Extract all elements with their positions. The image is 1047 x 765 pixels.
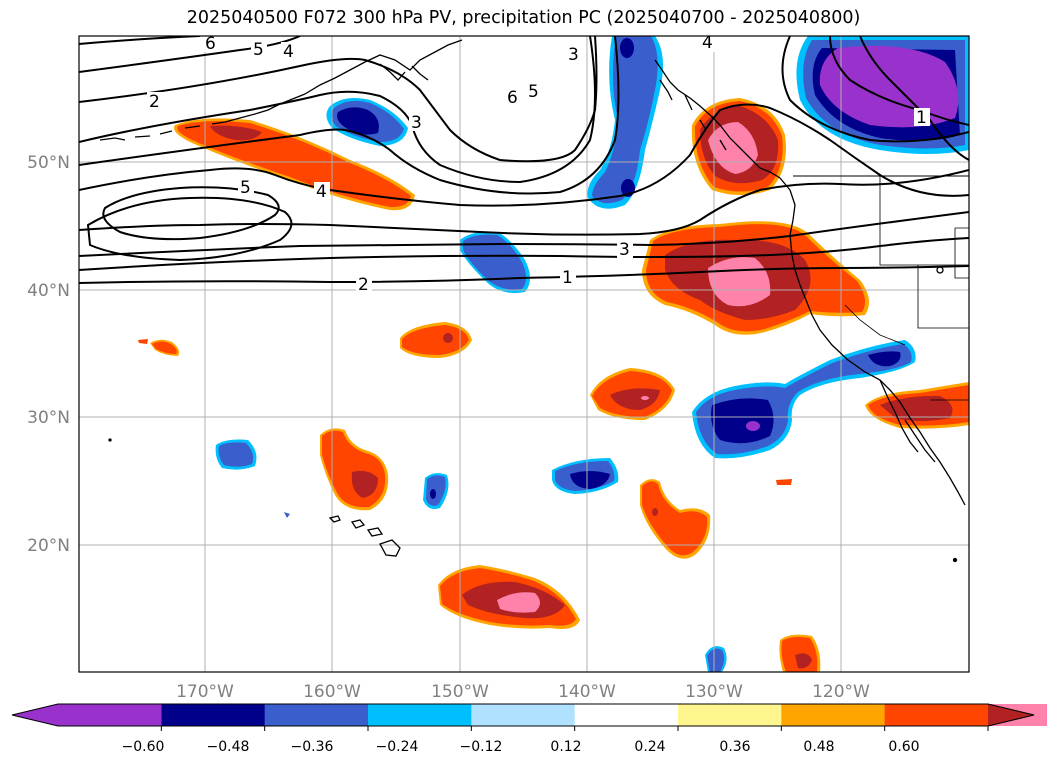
contour-label: 6 (507, 88, 518, 108)
positive-anomaly-tiny (776, 479, 792, 485)
negative-anomaly-subtropical-east (692, 340, 916, 459)
contour-label: 3 (411, 113, 422, 133)
lat-label: 30°N (27, 408, 70, 428)
colorbar-outline (11, 703, 1035, 727)
contour-label: 5 (528, 82, 539, 102)
colorbar-segment (988, 704, 1047, 726)
negative-anomaly-west (215, 439, 257, 470)
pv-contours (79, 36, 969, 284)
contour-label: 1 (562, 268, 573, 288)
colorbar-segment (781, 704, 886, 726)
colorbar-tick-label: −0.60 (122, 739, 165, 755)
negative-anomaly-hawaii-east (423, 473, 449, 509)
contour-label: 4 (702, 33, 713, 53)
positive-anomaly-far-west (138, 339, 180, 356)
contour-label: 5 (253, 40, 264, 60)
colorbar-tick-label: −0.36 (291, 739, 334, 755)
lon-label: 130°W (685, 682, 743, 702)
positive-anomaly-north-of-hawaii (400, 322, 472, 358)
contour-label: 5 (240, 178, 251, 198)
colorbar-tick-label: −0.48 (207, 739, 250, 755)
contour-label: 4 (283, 42, 294, 62)
colorbar-segment (471, 704, 576, 726)
pv-contour-labels: 6 5 4 2 5 4 3 3 6 5 4 3 2 1 (147, 33, 930, 295)
contour-label: 3 (568, 45, 579, 65)
lon-label: 120°W (812, 682, 870, 702)
colorbar-segment (264, 704, 369, 726)
colorbar-segment (678, 704, 782, 726)
colorbar-segment (161, 704, 266, 726)
colorbar-tick-label: 0.36 (719, 739, 750, 755)
map-frame (78, 35, 970, 673)
lat-label: 20°N (27, 536, 70, 556)
colorbar-segment (884, 704, 989, 726)
colorbar-tick-label: 0.48 (803, 739, 834, 755)
contour-label: 6 (205, 34, 216, 54)
colorbar-tick-label: −0.12 (460, 739, 503, 755)
lat-label: 40°N (27, 281, 70, 301)
lon-label: 170°W (176, 682, 234, 702)
colorbar-tick-label: 0.24 (634, 739, 665, 755)
longitude-labels: 170°W 160°W 150°W 140°W 130°W 120°W (176, 682, 870, 702)
negative-anomaly-north-central (587, 36, 664, 209)
colorbar: −0.60 −0.48 −0.36 −0.24 −0.12 0.12 0.24 … (11, 703, 1047, 755)
colorbar-segment (368, 704, 472, 726)
negative-anomaly-tiny (284, 512, 290, 518)
colorbar-segment (12, 704, 162, 726)
contour-label: 3 (619, 240, 630, 260)
colorbar-tick-label: 0.12 (550, 739, 581, 755)
colorbar-tick-labels: −0.60 −0.48 −0.36 −0.24 −0.12 0.12 0.24 … (122, 739, 920, 755)
positive-anomaly-subtropical-central (590, 368, 675, 420)
contour-label: 1 (916, 108, 927, 128)
contour-label: 4 (316, 182, 327, 202)
positive-anomaly-south-central (640, 479, 711, 559)
positive-anomaly-hawaii (320, 428, 389, 511)
contour-label: 2 (149, 92, 160, 112)
latitude-labels: 50°N 40°N 30°N 20°N (27, 153, 70, 556)
lon-label: 150°W (431, 682, 489, 702)
map-title: 2025040500 F072 300 hPa PV, precipitatio… (186, 8, 861, 28)
lon-label: 160°W (303, 682, 361, 702)
negative-anomaly-south-central (552, 458, 619, 494)
colorbar-tick-label: −0.24 (376, 739, 419, 755)
positive-anomaly-west-coast (642, 221, 869, 335)
lat-label: 50°N (27, 153, 70, 173)
positive-anomaly-south-east (779, 634, 821, 672)
lon-label: 140°W (558, 682, 616, 702)
colorbar-segment (574, 704, 679, 726)
negative-anomaly-south-small (705, 646, 727, 672)
colorbar-tick-label: 0.60 (888, 739, 919, 755)
contour-label: 2 (358, 275, 369, 295)
positive-anomaly-south (438, 565, 580, 629)
